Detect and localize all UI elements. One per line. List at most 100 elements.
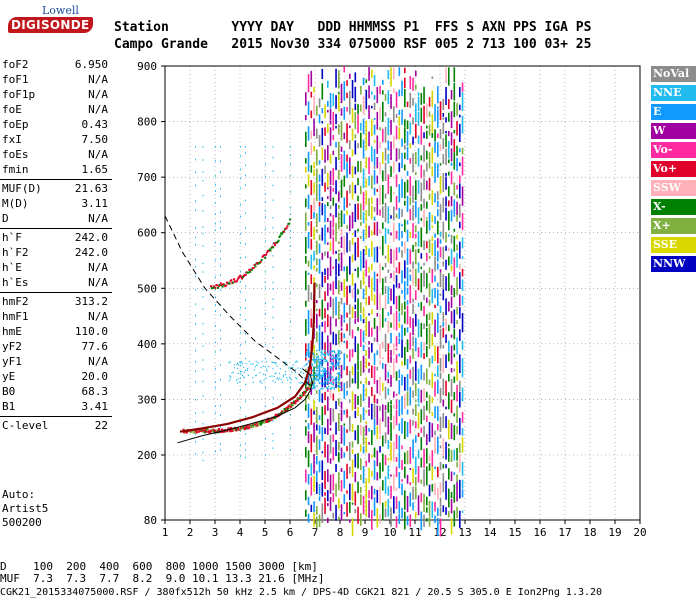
noise-mark (420, 389, 423, 403)
echo-point (294, 361, 296, 363)
noise-mark (329, 127, 332, 143)
noise-mark (360, 414, 362, 423)
noise-mark (442, 464, 445, 469)
noise-mark (318, 201, 321, 207)
noise-mark (412, 467, 414, 484)
noise-mark (404, 260, 406, 279)
noise-mark (420, 204, 423, 211)
noise-mark (329, 427, 332, 431)
noise-mark (426, 415, 428, 422)
echo-point (249, 270, 252, 273)
noise-mark (305, 115, 307, 121)
echo-point (311, 369, 314, 372)
noise-mark (423, 262, 425, 266)
noise-mark (245, 256, 246, 258)
noise-mark (426, 220, 428, 234)
echo-point (326, 383, 328, 385)
noise-mark (373, 317, 376, 329)
noise-mark (371, 403, 373, 420)
noise-mark (417, 180, 420, 194)
noise-mark (461, 479, 464, 489)
param-label: yF1 (2, 355, 22, 368)
noise-mark (351, 254, 354, 263)
noise-mark (318, 389, 321, 402)
noise-mark (362, 307, 365, 319)
echo-point (329, 374, 331, 377)
noise-mark (382, 435, 384, 447)
echo-point (209, 431, 212, 434)
noise-mark (220, 426, 221, 428)
noise-mark (437, 379, 439, 394)
noise-mark (439, 434, 442, 438)
noise-mark (379, 486, 381, 505)
echo-point (313, 383, 315, 385)
echo-point (320, 352, 323, 354)
noise-mark (426, 518, 428, 522)
legend-item-ssw: SSW (651, 180, 696, 196)
noise-mark (362, 249, 365, 268)
noise-mark (220, 443, 221, 445)
noise-mark (357, 267, 359, 278)
noise-mark (313, 475, 315, 492)
noise-mark (362, 118, 365, 135)
noise-mark (382, 357, 384, 360)
noise-mark (445, 334, 447, 343)
noise-mark (384, 476, 387, 494)
noise-mark (459, 175, 461, 183)
noise-mark (272, 361, 274, 364)
noise-mark (354, 112, 357, 130)
noise-mark (313, 211, 315, 219)
noise-mark (417, 92, 420, 96)
echo-point (260, 366, 262, 369)
noise-mark (437, 487, 439, 500)
noise-mark (245, 333, 246, 335)
y-tick-label: 700 (137, 171, 157, 184)
noise-mark (398, 399, 401, 417)
noise-mark (215, 213, 216, 215)
echo-point (247, 271, 250, 274)
x-tick-label: 17 (558, 526, 571, 539)
noise-mark (415, 435, 417, 443)
noise-mark (404, 144, 406, 150)
noise-mark (354, 86, 357, 103)
noise-mark (384, 432, 387, 444)
echo-point (269, 249, 272, 252)
noise-mark (220, 243, 221, 245)
noise-mark (393, 415, 395, 430)
echo-point (285, 361, 287, 363)
noise-mark (338, 516, 340, 521)
noise-mark (409, 269, 412, 272)
noise-mark (351, 441, 354, 448)
echo-point (322, 353, 325, 356)
noise-mark (354, 134, 357, 139)
echo-point (236, 278, 239, 281)
noise-mark (324, 391, 326, 401)
x-tick-label: 10 (383, 526, 396, 539)
noise-mark (387, 371, 390, 378)
noise-mark (335, 68, 337, 88)
noise-mark (459, 203, 461, 218)
echo-point (275, 372, 277, 374)
noise-mark (382, 341, 384, 349)
noise-mark (316, 300, 318, 304)
noise-mark (368, 362, 370, 366)
echo-point (282, 230, 285, 233)
noise-mark (240, 421, 241, 423)
noise-mark (428, 152, 431, 169)
echo-point (315, 356, 318, 358)
noise-mark (409, 447, 412, 464)
echo-point (245, 362, 247, 365)
noise-mark (434, 169, 436, 183)
noise-mark (360, 458, 362, 471)
noise-mark (406, 267, 409, 287)
noise-mark (437, 133, 439, 138)
noise-mark (423, 353, 425, 359)
noise-mark (376, 198, 379, 216)
noise-mark (240, 146, 241, 148)
noise-mark (313, 118, 315, 137)
noise-mark (401, 138, 403, 147)
noise-mark (428, 516, 431, 527)
noise-mark (290, 191, 291, 193)
echo-point (312, 384, 315, 386)
echo-point (266, 370, 268, 372)
